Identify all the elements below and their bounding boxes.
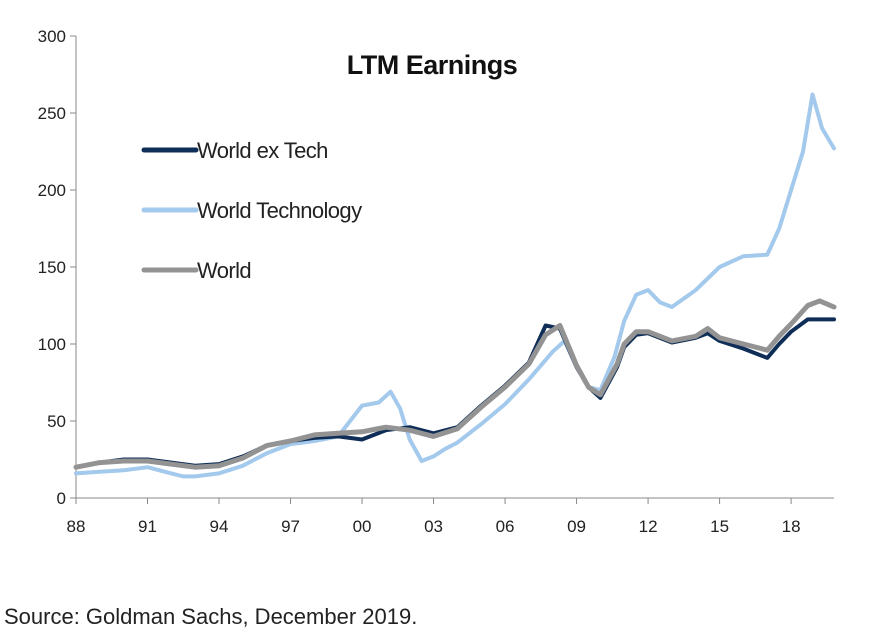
ltm-earnings-chart: LTM Earnings 0 50 100 150 200 250 300 88 91 94 97… xyxy=(38,27,837,536)
series-line-world xyxy=(73,298,837,470)
y-tick-label: 300 xyxy=(38,27,66,46)
x-tick-label: 03 xyxy=(424,517,443,536)
x-tick-label: 15 xyxy=(710,517,729,536)
y-tick-label: 100 xyxy=(38,335,66,354)
y-axis: 0 50 100 150 200 250 300 xyxy=(38,27,77,508)
x-tick-label: 09 xyxy=(567,517,586,536)
y-tick-label: 0 xyxy=(57,489,66,508)
y-tick-label: 150 xyxy=(38,258,66,277)
x-tick-label: 06 xyxy=(496,517,515,536)
x-tick-label: 97 xyxy=(281,517,300,536)
x-axis: 88 91 94 97 00 03 06 09 12 15 18 xyxy=(67,497,834,536)
legend-label: World ex Tech xyxy=(197,138,328,163)
series-line-world-technology xyxy=(74,92,836,479)
x-tick-label: 91 xyxy=(138,517,157,536)
source-note: Source: Goldman Sachs, December 2019. xyxy=(4,604,418,629)
x-tick-label: 94 xyxy=(210,517,229,536)
y-tick-label: 50 xyxy=(47,412,66,431)
series-lines xyxy=(73,92,837,479)
x-tick-label: 12 xyxy=(639,517,658,536)
chart-title: LTM Earnings xyxy=(347,50,518,80)
legend-label: World xyxy=(197,258,251,283)
legend-label: World Technology xyxy=(197,198,362,223)
y-tick-label: 200 xyxy=(38,181,66,200)
x-tick-label: 88 xyxy=(67,517,86,536)
legend: World ex Tech World Technology World xyxy=(141,138,363,283)
x-tick-label: 18 xyxy=(782,517,801,536)
y-tick-label: 250 xyxy=(38,104,66,123)
x-tick-label: 00 xyxy=(353,517,372,536)
